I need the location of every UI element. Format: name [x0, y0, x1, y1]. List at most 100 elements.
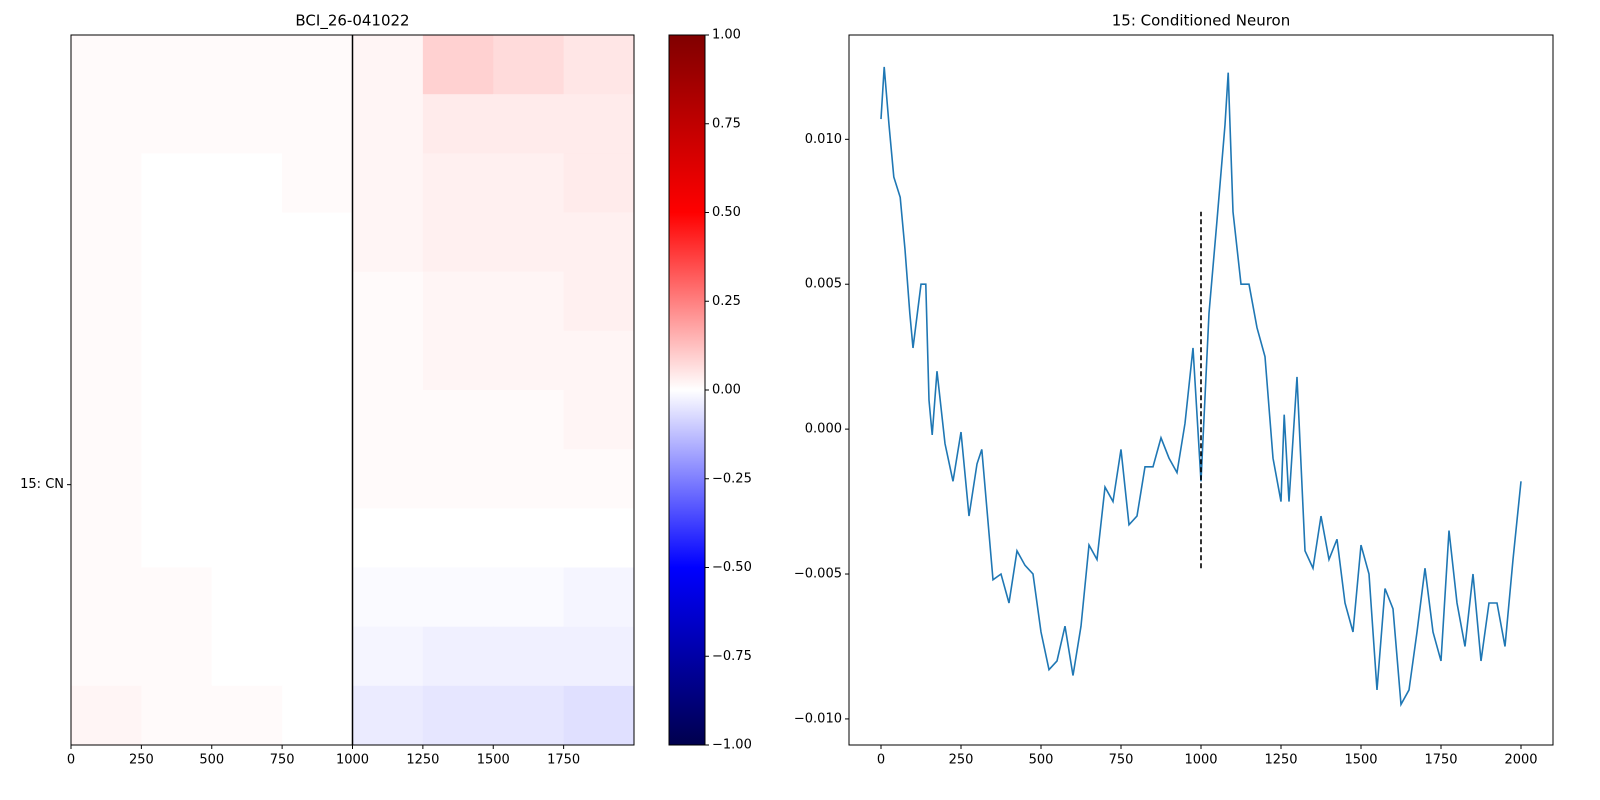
heatmap-cell [563, 153, 635, 213]
x-tick-label: 750 [270, 753, 295, 768]
heatmap-cell [211, 35, 283, 95]
heatmap-cell [422, 35, 494, 95]
x-tick-label: 250 [949, 753, 974, 768]
heatmap-cell [282, 330, 353, 391]
heatmap-cell [352, 685, 424, 746]
x-tick-label: 750 [1109, 753, 1134, 768]
heatmap-cell [493, 567, 565, 628]
heatmap-cells [71, 35, 635, 746]
heatmap-cell [352, 212, 424, 273]
heatmap-cell [352, 626, 424, 687]
heatmap-cell [141, 626, 213, 687]
heatmap-cell [493, 35, 565, 95]
heatmap-cell [282, 212, 353, 273]
x-tick-label: 1000 [1184, 753, 1217, 768]
colorbar-tick-label: 0.25 [712, 294, 741, 309]
heatmap-cell [422, 508, 494, 568]
heatmap-cell [211, 685, 283, 746]
heatmap-cell [422, 212, 494, 273]
colorbar-tick-label: 0.75 [712, 116, 741, 131]
heatmap-cell [563, 449, 635, 509]
heatmap-cell [493, 449, 565, 509]
heatmap-cell [71, 271, 142, 332]
heatmap-cell [141, 449, 213, 509]
heatmap-cell [282, 35, 353, 95]
heatmap-cell [563, 508, 635, 568]
line-series [880, 66, 1522, 708]
heatmap-cell [422, 449, 494, 509]
heatmap-cell [141, 94, 213, 154]
heatmap-cell [422, 153, 494, 213]
colorbar-tick-label: −0.25 [712, 471, 752, 486]
chart-title: 15: Conditioned Neuron [1112, 12, 1290, 30]
heatmap-cell [493, 330, 565, 391]
heatmap-cell [141, 330, 213, 391]
heatmap-cell [493, 390, 565, 450]
heatmap-cell [71, 390, 142, 450]
x-tick-label: 1750 [1424, 753, 1457, 768]
heatmap-cell [211, 212, 283, 273]
colorbar-tick-label: −1.00 [712, 738, 752, 753]
heatmap-cell [352, 35, 424, 95]
heatmap-cell [352, 330, 424, 391]
heatmap-cell [422, 271, 494, 332]
heatmap-cell [563, 271, 635, 332]
heatmap-cell [282, 271, 353, 332]
heatmap-cell [422, 94, 494, 154]
x-tick-label: 1500 [477, 753, 510, 768]
heatmap-cell [141, 35, 213, 95]
heatmap-cell [211, 567, 283, 628]
colorbar [668, 34, 706, 746]
heatmap-cell [352, 94, 424, 154]
heatmap-cell [352, 153, 424, 213]
heatmap-cell [211, 390, 283, 450]
y-tick-label: 15: CN [20, 477, 64, 492]
heatmap-cell [141, 271, 213, 332]
heatmap-cell [422, 330, 494, 391]
x-tick-label: 1250 [1264, 753, 1297, 768]
colorbar-tick-label: 1.00 [712, 28, 741, 43]
heatmap-cell [493, 94, 565, 154]
x-tick-label: 0 [67, 753, 75, 768]
x-tick-label: 500 [199, 753, 224, 768]
heatmap-cell [282, 390, 353, 450]
x-tick-label: 1250 [406, 753, 439, 768]
x-tick-label: 250 [129, 753, 154, 768]
x-tick-label: 2000 [1504, 753, 1537, 768]
heatmap-cell [211, 271, 283, 332]
heatmap-cell [493, 685, 565, 746]
chart-title: BCI_26-041022 [295, 12, 409, 31]
heatmap-cell [493, 626, 565, 687]
heatmap-cell [422, 390, 494, 450]
heatmap-cell [352, 271, 424, 332]
heatmap-cell [141, 390, 213, 450]
y-tick-label: −0.010 [794, 711, 842, 726]
heatmap-cell [211, 508, 283, 568]
y-tick-label: 0.010 [805, 132, 842, 147]
heatmap-cell [563, 35, 635, 95]
heatmap-cell [352, 508, 424, 568]
heatmap-cell [493, 153, 565, 213]
heatmap-cell [71, 626, 142, 687]
heatmap-cell [141, 212, 213, 273]
heatmap-cell [211, 626, 283, 687]
heatmap-cell [563, 330, 635, 391]
heatmap-cell [71, 94, 142, 154]
heatmap-cell [352, 449, 424, 509]
heatmap-cell [282, 567, 353, 628]
x-tick-label: 1500 [1344, 753, 1377, 768]
axes-frame [70, 34, 635, 746]
colorbar-tick-label: 0.00 [712, 383, 741, 398]
heatmap-cell [71, 153, 142, 213]
heatmap-cell [282, 685, 353, 746]
heatmap-cell [282, 449, 353, 509]
y-tick-label: −0.005 [794, 567, 842, 582]
heatmap-cell [71, 508, 142, 568]
heatmap-cell [282, 626, 353, 687]
colorbar-tick-label: −0.75 [712, 649, 752, 664]
heatmap-cell [493, 271, 565, 332]
heatmap-cell [493, 508, 565, 568]
heatmap-cell [211, 330, 283, 391]
